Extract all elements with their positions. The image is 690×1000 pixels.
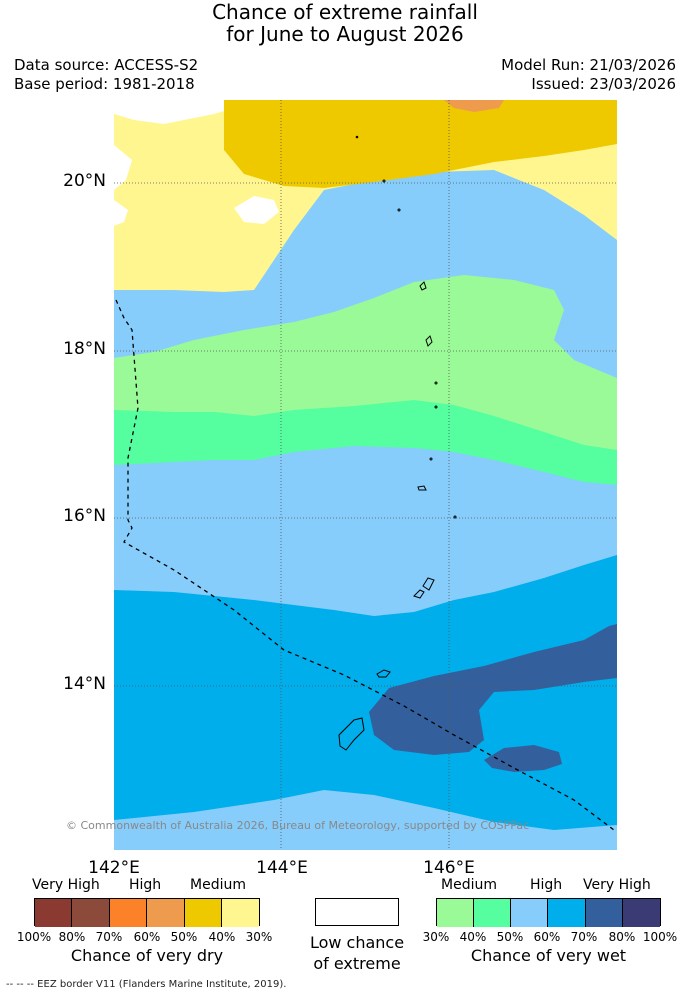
band-low-pocket-4: [114, 100, 244, 124]
map-credit: © Commonwealth of Australia 2026, Bureau…: [66, 819, 530, 832]
band-wet-30: [114, 275, 617, 450]
swatch-dry-40: [222, 899, 259, 927]
legend-dry-very-high: Very High: [32, 877, 100, 893]
rainfall-map: [114, 100, 617, 850]
wet-tick: 70%: [570, 930, 598, 944]
wet-tick: 60%: [533, 930, 561, 944]
wet-tick: 50%: [496, 930, 524, 944]
lat-label-14n: 14°N: [63, 674, 106, 694]
swatch-wet-30: [437, 899, 474, 927]
wet-tick: 40%: [459, 930, 487, 944]
band-low-pocket-1: [234, 196, 279, 224]
dry-tick: 100%: [16, 930, 52, 944]
base-period-label: Base period: 1981-2018: [14, 75, 195, 93]
island-outlines: [338, 135, 457, 751]
legend-low-caption-line2: of extreme: [313, 954, 401, 973]
swatch-wet-40: [474, 899, 511, 927]
dry-tick: 70%: [95, 930, 123, 944]
legend-wet-medium: Medium: [441, 877, 497, 893]
swatch-dry-80: [72, 899, 110, 927]
swatch-dry-100: [35, 899, 72, 927]
swatch-wet-80: [623, 899, 660, 927]
lon-label-146e: 146°E: [423, 858, 475, 878]
band-low-pocket-3: [114, 200, 128, 226]
model-run-label: Model Run: 21/03/2026: [501, 56, 676, 74]
lat-label-20n: 20°N: [63, 171, 106, 191]
dry-tick: 30%: [245, 930, 273, 944]
legend-dry-colorbar: [34, 898, 260, 927]
dry-tick: 80%: [58, 930, 86, 944]
map-title-line1: Chance of extreme rainfall: [212, 0, 478, 24]
legend-wet-colorbar: [436, 898, 661, 927]
issued-label: Issued: 23/03/2026: [531, 75, 676, 93]
map-grid: [114, 100, 617, 850]
dry-tick: 60%: [133, 930, 161, 944]
wet-tick: 30%: [422, 930, 450, 944]
band-wet-50: [114, 496, 617, 600]
band-wet-70-south: [484, 745, 562, 772]
swatch-wet-60: [548, 899, 586, 927]
wet-tick: 100%: [642, 930, 678, 944]
legend-low-caption-line1: Low chance: [309, 933, 405, 952]
wet-tick: 80%: [608, 930, 636, 944]
swatch-dry-70: [110, 899, 147, 927]
swatch-dry-60: [147, 899, 185, 927]
eez-footer-note: -- -- -- EEZ border V11 (Flanders Marine…: [6, 979, 287, 990]
band-dry-60: [444, 100, 504, 112]
band-wet-70: [369, 624, 617, 755]
band-wet-50-strip: [114, 790, 617, 850]
legend-dry-caption: Chance of very dry: [70, 946, 224, 965]
swatch-wet-70: [586, 899, 623, 927]
eez-border: [115, 299, 615, 831]
legend-dry-high: High: [129, 877, 162, 893]
swatch-wet-50: [511, 899, 548, 927]
lon-label-142e: 142°E: [88, 858, 140, 878]
swatch-low-chance: [315, 898, 399, 926]
legend-wet-caption: Chance of very wet: [470, 946, 627, 965]
lon-label-144e: 144°E: [256, 858, 308, 878]
legend-wet-high: High: [530, 877, 563, 893]
band-wet-60: [114, 555, 617, 850]
legend-dry-medium: Medium: [190, 877, 246, 893]
map-title-line2: for June to August 2026: [226, 22, 464, 46]
band-dry-50: [224, 100, 617, 188]
data-source-label: Data source: ACCESS-S2: [14, 56, 199, 74]
lat-label-18n: 18°N: [63, 339, 106, 359]
swatch-dry-50: [185, 899, 222, 927]
band-low-pocket-2: [114, 145, 132, 190]
dry-tick: 50%: [170, 930, 198, 944]
lat-label-16n: 16°N: [63, 506, 106, 526]
dry-tick: 40%: [208, 930, 236, 944]
legend-wet-very-high: Very High: [583, 877, 651, 893]
